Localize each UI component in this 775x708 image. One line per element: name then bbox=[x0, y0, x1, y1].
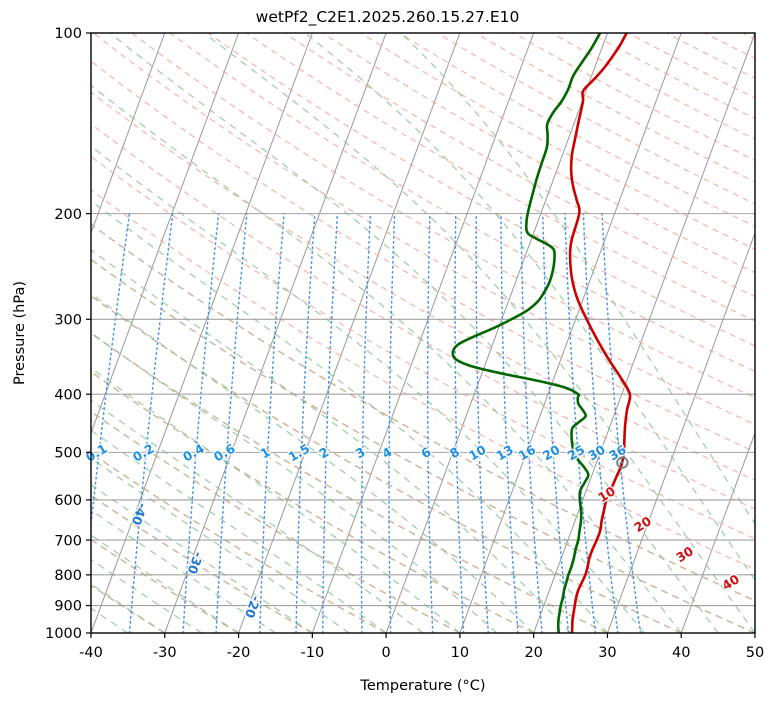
lcl-dot-icon bbox=[621, 461, 624, 464]
x-tick-label: 0 bbox=[381, 645, 390, 661]
curve-temperature bbox=[568, 33, 632, 633]
y-tick-label: 800 bbox=[54, 568, 82, 584]
y-tick-label: 400 bbox=[54, 387, 82, 403]
y-tick-label: 100 bbox=[54, 26, 82, 42]
x-axis-label: Temperature (°C) bbox=[359, 678, 485, 694]
lcl-circle-icon bbox=[616, 456, 629, 469]
curve-dewpoint bbox=[451, 33, 602, 633]
page-title: wetPf2_C2E1.2025.260.15.27.E10 bbox=[255, 8, 520, 26]
y-tick-label: 300 bbox=[54, 312, 82, 328]
background-gridlines bbox=[91, 33, 755, 633]
y-tick-label: 200 bbox=[54, 207, 82, 223]
x-tick-label: 30 bbox=[598, 645, 616, 661]
y-tick-label: 1000 bbox=[45, 626, 82, 642]
x-axis: -40 -30 -20 -10 0 10 20 30 40 50 bbox=[79, 633, 764, 661]
y-tick-label: 500 bbox=[54, 446, 82, 462]
lcl-marker bbox=[616, 456, 629, 469]
isotherm-label--30: -30 bbox=[184, 550, 206, 577]
x-tick-label: -40 bbox=[79, 645, 103, 661]
y-tick-label: 900 bbox=[54, 599, 82, 615]
x-tick-label: 50 bbox=[746, 645, 764, 661]
y-axis-label: Pressure (hPa) bbox=[12, 281, 28, 385]
x-tick-label: 40 bbox=[672, 645, 690, 661]
x-tick-label: -20 bbox=[227, 645, 251, 661]
y-axis: 100 200 300 400 500 600 700 800 900 1000 bbox=[45, 26, 91, 642]
isotherm-label--20: -20 bbox=[242, 594, 264, 621]
isotherm-label--40: -40 bbox=[129, 501, 151, 528]
y-tick-label: 600 bbox=[54, 493, 82, 509]
sounding-curves bbox=[451, 33, 632, 633]
plot-frame bbox=[90, 32, 756, 634]
x-tick-label: 10 bbox=[451, 645, 469, 661]
y-tick-label: 700 bbox=[54, 533, 82, 549]
x-tick-label: -10 bbox=[300, 645, 324, 661]
x-tick-label: -30 bbox=[153, 645, 177, 661]
x-tick-label: 20 bbox=[524, 645, 542, 661]
